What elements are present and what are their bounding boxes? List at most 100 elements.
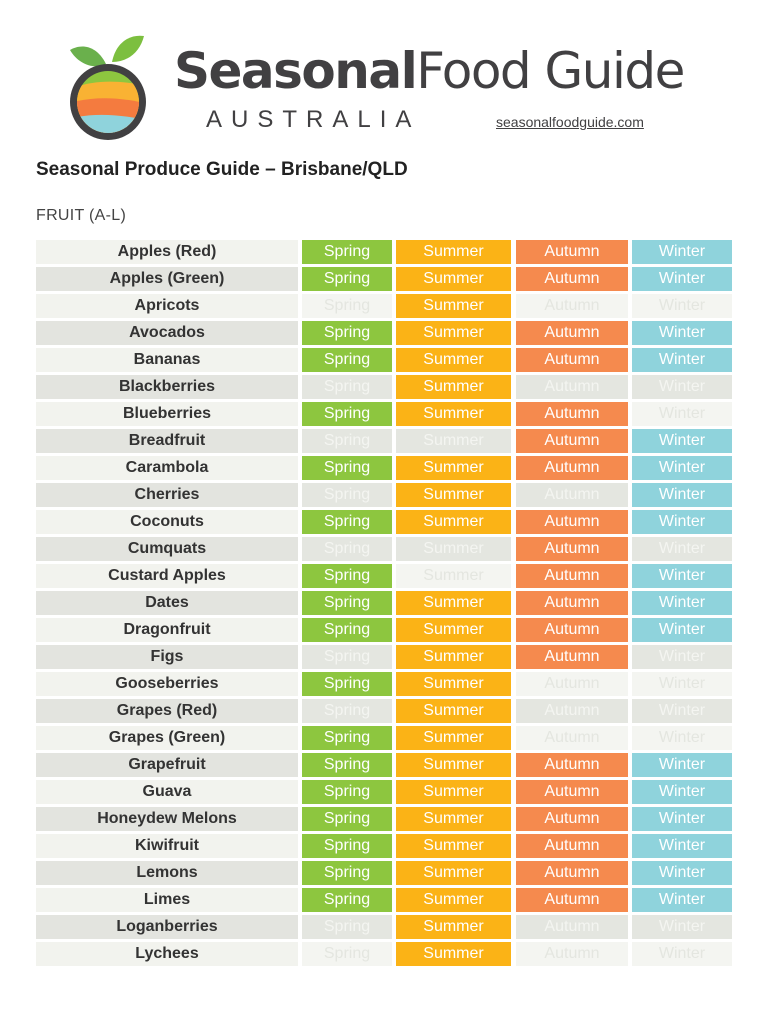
season-cell-spring: Spring [302, 510, 392, 534]
season-cell-autumn: Autumn [516, 699, 628, 723]
season-cell-summer: Summer [396, 645, 511, 669]
season-cell-autumn: Autumn [516, 375, 628, 399]
produce-name: Bananas [36, 348, 298, 372]
season-cell-summer: Summer [396, 483, 511, 507]
season-cell-spring: Spring [302, 915, 392, 939]
season-cell-summer: Summer [396, 861, 511, 885]
season-cell-winter: Winter [632, 780, 732, 804]
season-cell-winter: Winter [632, 672, 732, 696]
season-cell-winter: Winter [632, 861, 732, 885]
season-cell-spring: Spring [302, 726, 392, 750]
season-cell-winter: Winter [632, 510, 732, 534]
season-cell-spring: Spring [302, 591, 392, 615]
season-cell-autumn: Autumn [516, 510, 628, 534]
season-cell-summer: Summer [396, 753, 511, 777]
season-cell-summer: Summer [396, 699, 511, 723]
season-cell-winter: Winter [632, 240, 732, 264]
website-link[interactable]: seasonalfoodguide.com [496, 114, 644, 130]
season-cell-autumn: Autumn [516, 780, 628, 804]
season-cell-summer: Summer [396, 348, 511, 372]
table-row: Custard Apples Spring Summer Autumn Winter [36, 563, 732, 590]
produce-name: Coconuts [36, 510, 298, 534]
table-row: Grapefruit Spring Summer Autumn Winter [36, 752, 732, 779]
season-cell-winter: Winter [632, 942, 732, 966]
produce-table: Apples (Red) Spring Summer Autumn Winter Appl… [36, 239, 732, 968]
season-cell-winter: Winter [632, 294, 732, 318]
season-cell-spring: Spring [302, 537, 392, 561]
season-cell-autumn: Autumn [516, 429, 628, 453]
table-row: Guava Spring Summer Autumn Winter [36, 779, 732, 806]
season-cell-autumn: Autumn [516, 483, 628, 507]
season-cell-spring: Spring [302, 888, 392, 912]
season-cell-summer: Summer [396, 942, 511, 966]
season-cell-autumn: Autumn [516, 861, 628, 885]
produce-name: Loganberries [36, 915, 298, 939]
table-row: Cumquats Spring Summer Autumn Winter [36, 536, 732, 563]
table-row: Breadfruit Spring Summer Autumn Winter [36, 428, 732, 455]
season-cell-winter: Winter [632, 456, 732, 480]
season-cell-summer: Summer [396, 240, 511, 264]
produce-name: Blueberries [36, 402, 298, 426]
season-cell-summer: Summer [396, 537, 511, 561]
season-cell-autumn: Autumn [516, 402, 628, 426]
header: SeasonalFood Guide AUSTRALIA seasonalfoo… [66, 30, 706, 148]
season-cell-summer: Summer [396, 564, 511, 588]
table-row: Lemons Spring Summer Autumn Winter [36, 860, 732, 887]
season-cell-winter: Winter [632, 321, 732, 345]
table-row: Kiwifruit Spring Summer Autumn Winter [36, 833, 732, 860]
season-cell-winter: Winter [632, 726, 732, 750]
season-cell-autumn: Autumn [516, 753, 628, 777]
season-cell-spring: Spring [302, 645, 392, 669]
produce-name: Breadfruit [36, 429, 298, 453]
season-cell-summer: Summer [396, 834, 511, 858]
season-cell-winter: Winter [632, 888, 732, 912]
season-cell-spring: Spring [302, 753, 392, 777]
produce-name: Figs [36, 645, 298, 669]
season-cell-autumn: Autumn [516, 591, 628, 615]
season-cell-summer: Summer [396, 456, 511, 480]
season-cell-winter: Winter [632, 267, 732, 291]
brand-name: SeasonalFood Guide [174, 42, 685, 100]
season-cell-summer: Summer [396, 402, 511, 426]
season-cell-summer: Summer [396, 375, 511, 399]
season-cell-spring: Spring [302, 483, 392, 507]
season-cell-spring: Spring [302, 402, 392, 426]
table-row: Carambola Spring Summer Autumn Winter [36, 455, 732, 482]
season-cell-spring: Spring [302, 942, 392, 966]
produce-name: Grapes (Red) [36, 699, 298, 723]
season-cell-summer: Summer [396, 780, 511, 804]
produce-name: Lychees [36, 942, 298, 966]
season-cell-autumn: Autumn [516, 267, 628, 291]
produce-name: Gooseberries [36, 672, 298, 696]
season-cell-autumn: Autumn [516, 888, 628, 912]
table-row: Gooseberries Spring Summer Autumn Winter [36, 671, 732, 698]
season-cell-spring: Spring [302, 375, 392, 399]
produce-name: Guava [36, 780, 298, 804]
season-cell-spring: Spring [302, 348, 392, 372]
produce-name: Honeydew Melons [36, 807, 298, 831]
orange-logo-icon [70, 35, 146, 140]
season-cell-spring: Spring [302, 699, 392, 723]
season-cell-winter: Winter [632, 915, 732, 939]
table-row: Bananas Spring Summer Autumn Winter [36, 347, 732, 374]
season-cell-winter: Winter [632, 402, 732, 426]
season-cell-summer: Summer [396, 672, 511, 696]
season-cell-winter: Winter [632, 618, 732, 642]
produce-name: Limes [36, 888, 298, 912]
produce-name: Apples (Red) [36, 240, 298, 264]
section-heading: FRUIT (A-L) [36, 207, 127, 224]
produce-name: Apricots [36, 294, 298, 318]
table-row: Blackberries Spring Summer Autumn Winter [36, 374, 732, 401]
season-cell-autumn: Autumn [516, 834, 628, 858]
season-cell-spring: Spring [302, 834, 392, 858]
season-cell-summer: Summer [396, 429, 511, 453]
season-cell-spring: Spring [302, 861, 392, 885]
season-cell-autumn: Autumn [516, 321, 628, 345]
table-row: Cherries Spring Summer Autumn Winter [36, 482, 732, 509]
season-cell-summer: Summer [396, 915, 511, 939]
season-cell-autumn: Autumn [516, 672, 628, 696]
produce-name: Apples (Green) [36, 267, 298, 291]
season-cell-autumn: Autumn [516, 807, 628, 831]
season-cell-autumn: Autumn [516, 294, 628, 318]
season-cell-winter: Winter [632, 834, 732, 858]
